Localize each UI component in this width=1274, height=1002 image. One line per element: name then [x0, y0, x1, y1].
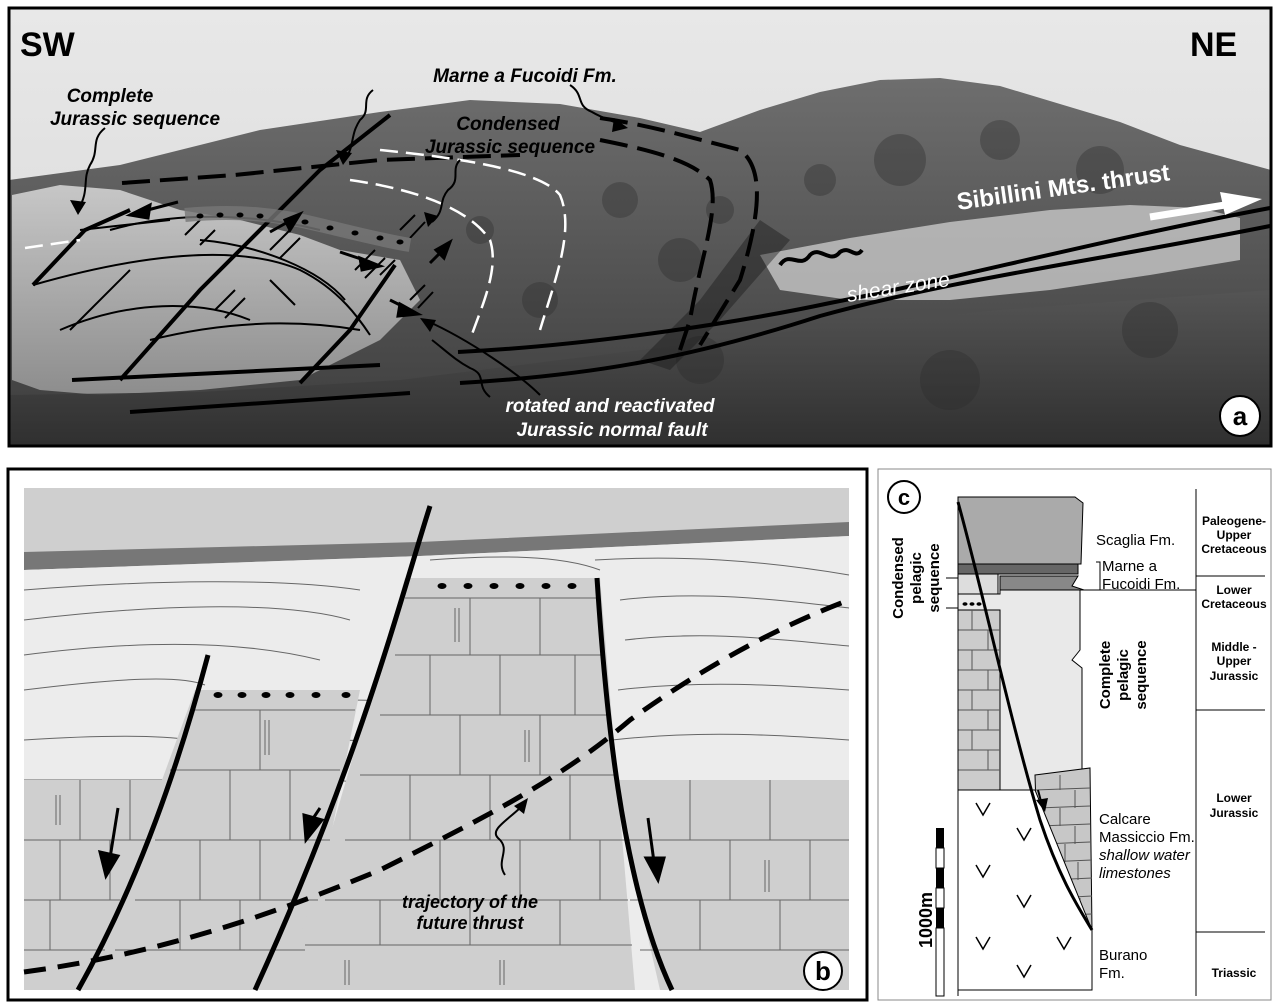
panel-a-faults: [31, 113, 1271, 414]
fault-label-2: Jurassic normal fault: [516, 420, 708, 441]
panel-b-top-band: [24, 488, 849, 552]
thrust-arrow-shaft: [1149, 201, 1226, 221]
age-paleogene-1: Paleogene-: [1202, 514, 1266, 528]
calcare-label-4: limestones: [1099, 865, 1171, 882]
fault-base-2: [129, 391, 411, 414]
corner-label-sw: SW: [20, 26, 76, 64]
age-mid-jur-1: Middle -: [1211, 640, 1256, 654]
condensed-dots: [196, 212, 404, 245]
pointer-arrows: [77, 84, 623, 398]
thrust-upper: [457, 206, 1271, 354]
scaglia-label: Scaglia Fm.: [1096, 532, 1175, 549]
age-paleogene-2: Upper: [1217, 528, 1252, 542]
panel-b-dark-band: [24, 522, 849, 570]
marne-label-1: Marne a: [1102, 558, 1158, 575]
condensed-side-3: sequence: [926, 543, 943, 612]
panel-c: c: [877, 468, 1272, 1001]
marne-label: Marne a Fucoidi Fm.: [433, 66, 617, 87]
white-dashed: [24, 148, 567, 341]
column-fault: [956, 501, 1094, 931]
future-thrust: [23, 597, 850, 975]
panel-b-condensed-dots: [213, 583, 577, 698]
fault-middle: [252, 505, 433, 992]
trajectory-pointer-head: [514, 798, 528, 814]
age-mid-jur-2: Upper: [1217, 654, 1252, 668]
panel-a-letter: a: [1233, 401, 1248, 431]
scaglia-unit: [957, 496, 1084, 565]
burano-label-2: Fm.: [1099, 965, 1125, 982]
panel-b-double-ticks: [55, 608, 770, 985]
marne-label-2: Fucoidi Fm.: [1102, 576, 1180, 593]
trajectory-label-1: trajectory of the: [402, 892, 538, 912]
calcare-label-1: Calcare: [1099, 811, 1151, 828]
complete-side-2: pelagic: [1115, 649, 1132, 701]
age-paleogene-3: Cretaceous: [1201, 542, 1267, 556]
dashed-horizons: [121, 116, 759, 351]
fault-label-1: rotated and reactivated: [505, 396, 714, 417]
panel-a: SW NE Complete Jurassic sequence Marne a…: [7, 6, 1273, 448]
panel-b-fault-arrows: [97, 807, 666, 884]
evaporite-symbols: [975, 802, 1072, 979]
age-mid-jur-3: Jurassic: [1210, 669, 1259, 683]
condensed-label-1: Condensed: [456, 114, 560, 135]
panel-c-badge: [887, 480, 921, 514]
complete-side-1: Complete: [1097, 641, 1114, 709]
panel-a-shadow: [640, 220, 790, 370]
fault-mid: [118, 113, 392, 382]
marne-horizon: [121, 153, 521, 185]
fault-left: [75, 654, 211, 992]
panel-a-thin-lines: [32, 214, 434, 341]
shear-squiggle: [778, 248, 864, 267]
fault-right-a: [298, 263, 397, 385]
age-lower-cret-1: Lower: [1216, 583, 1252, 597]
age-lower-cret-2: Cretaceous: [1201, 597, 1267, 611]
corner-label-ne: NE: [1190, 26, 1237, 64]
pointer-heads: [70, 118, 628, 332]
panel-a-cliffs-left: [12, 185, 420, 395]
complete-seq-label-2: Jurassic sequence: [50, 109, 220, 130]
column-dots: [962, 602, 982, 606]
age-triassic: Triassic: [1212, 966, 1257, 980]
trajectory-label-2: future thrust: [417, 913, 525, 933]
calcare-label-2: Massiccio Fm.: [1099, 829, 1195, 846]
column-fault-arrow-head: [1036, 798, 1048, 812]
scale-bar: [935, 828, 945, 997]
fold-inner: [599, 138, 715, 351]
panel-a-frame: [7, 6, 1273, 448]
panel-b-badge: [803, 951, 843, 991]
panel-b-faults: [75, 505, 675, 992]
fold-outer: [599, 116, 759, 347]
complete-side-3: sequence: [1133, 640, 1150, 709]
age-labels: Paleogene- Upper Cretaceous Lower Cretac…: [1201, 514, 1267, 980]
panel-b-letter: b: [815, 956, 831, 986]
panel-b-bed-lines: [24, 597, 849, 951]
trajectory-pointer: [494, 807, 521, 876]
panel-c-letter: c: [898, 485, 910, 510]
panel-a-cliffs-right: [760, 205, 1240, 300]
condensed-side-2: pelagic: [908, 552, 925, 604]
scale-label: 1000m: [916, 892, 936, 948]
burano-label-1: Burano: [1099, 947, 1147, 964]
complete-seq-label-1: Complete: [67, 86, 154, 107]
panel-a-foreground: [9, 290, 1271, 446]
panel-a-badge: [1219, 395, 1261, 437]
calcare-label-3: shallow water: [1099, 847, 1191, 864]
pelagic-bed-lines: [958, 610, 1000, 771]
panel-b: trajectory of the future thrust b: [6, 467, 869, 1002]
marne-unit-right: [999, 575, 1085, 591]
thrust-arrow-head: [1220, 192, 1262, 215]
fault-arrows: [125, 200, 453, 318]
condensed-label-2: Jurassic sequence: [425, 137, 595, 158]
condensed-side-1: Condensed: [890, 537, 907, 619]
thrust-lower: [459, 224, 1271, 385]
fault-right: [594, 577, 675, 992]
age-low-jur-1: Lower: [1216, 791, 1252, 805]
age-low-jur-2: Jurassic: [1210, 806, 1259, 820]
